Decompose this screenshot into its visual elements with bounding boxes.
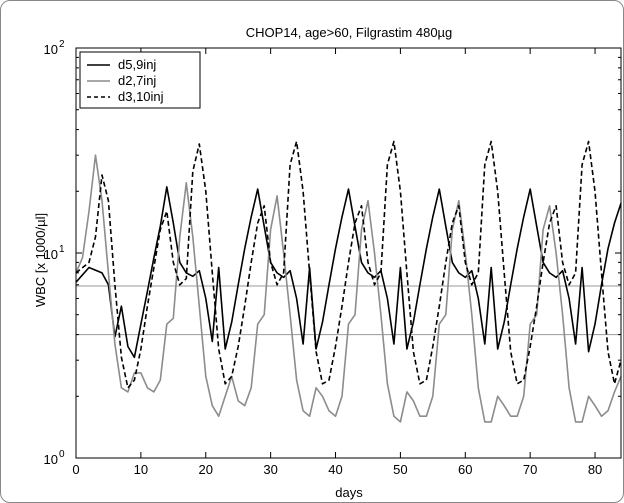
y-tick-label-exponent: 1 [59, 244, 65, 255]
legend-label: d3,10inj [118, 89, 164, 104]
legend-label: d5,9inj [118, 57, 156, 72]
series-line-d2-7inj [75, 154, 622, 423]
x-tick-label: 50 [393, 462, 407, 477]
x-tick-label: 30 [263, 462, 277, 477]
y-axis-title: WBC [x 1000/µl] [33, 213, 48, 307]
y-tick-label-exponent: 2 [59, 39, 65, 50]
x-tick-label: 80 [588, 462, 602, 477]
chart-title: CHOP14, age>60, Filgrastim 480µg [246, 25, 453, 40]
x-axis-title: days [335, 485, 363, 500]
y-tick-label-exponent: 0 [59, 449, 65, 460]
y-tick-label: 10 [44, 42, 58, 57]
reference-lines [76, 285, 621, 336]
x-tick-label: 60 [458, 462, 472, 477]
plot-background [76, 48, 621, 458]
y-tick-label: 10 [44, 452, 58, 467]
series-layer [75, 140, 622, 423]
x-tick-label: 10 [134, 462, 148, 477]
y-tick-label: 10 [44, 247, 58, 262]
x-tick-label: 40 [328, 462, 342, 477]
legend-label: d2,7inj [118, 73, 156, 88]
x-tick-label: 70 [523, 462, 537, 477]
series-line-d3-10inj [75, 140, 622, 389]
x-tick-label: 20 [199, 462, 213, 477]
x-tick-label: 0 [72, 462, 79, 477]
legend-box [79, 51, 201, 109]
